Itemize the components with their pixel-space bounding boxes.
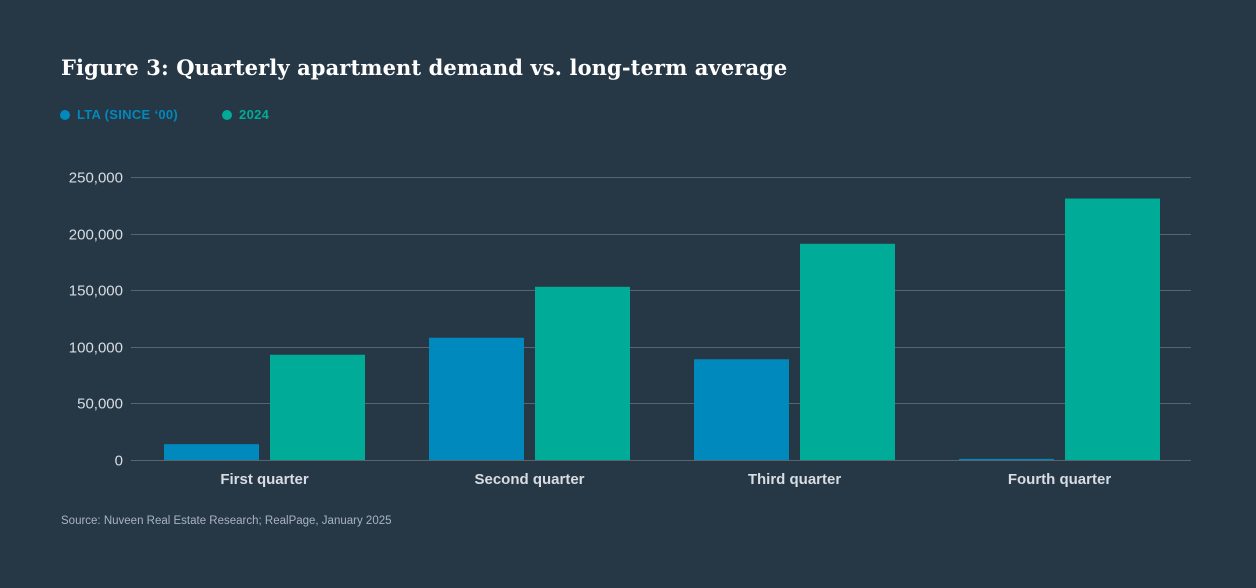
legend-swatch-lta <box>60 109 70 120</box>
legend-label-2024: 2024 <box>239 107 270 122</box>
legend-item-lta: LTA (SINCE ‘00) <box>60 107 178 122</box>
y-tick-label: 50,000 <box>77 396 123 413</box>
chart-title: Figure 3: Quarterly apartment demand vs.… <box>61 55 788 80</box>
bar-2024 <box>535 286 630 460</box>
bar-2024 <box>1065 198 1160 460</box>
y-tick-label: 100,000 <box>69 340 123 357</box>
x-tick-label: Third quarter <box>748 471 842 488</box>
y-tick-label: 150,000 <box>69 283 123 300</box>
bar-lta <box>429 337 524 460</box>
x-tick-label: Second quarter <box>474 471 584 488</box>
bar-lta <box>959 458 1054 460</box>
bar-lta <box>164 444 259 460</box>
y-tick-label: 250,000 <box>69 170 123 187</box>
legend-label-lta: LTA (SINCE ‘00) <box>77 107 179 122</box>
y-tick-label: 0 <box>115 453 123 470</box>
source-note: Source: Nuveen Real Estate Research; Rea… <box>61 515 392 527</box>
legend-item-2024: 2024 <box>222 107 269 122</box>
bar-lta <box>694 359 789 460</box>
chart-legend: LTA (SINCE ‘00) 2024 <box>60 107 313 122</box>
x-tick-label: First quarter <box>220 471 309 488</box>
x-tick-label: Fourth quarter <box>1008 471 1111 488</box>
bar-2024 <box>270 354 365 460</box>
y-tick-label: 200,000 <box>69 227 123 244</box>
legend-swatch-2024 <box>222 109 233 120</box>
bar-2024 <box>800 243 895 460</box>
